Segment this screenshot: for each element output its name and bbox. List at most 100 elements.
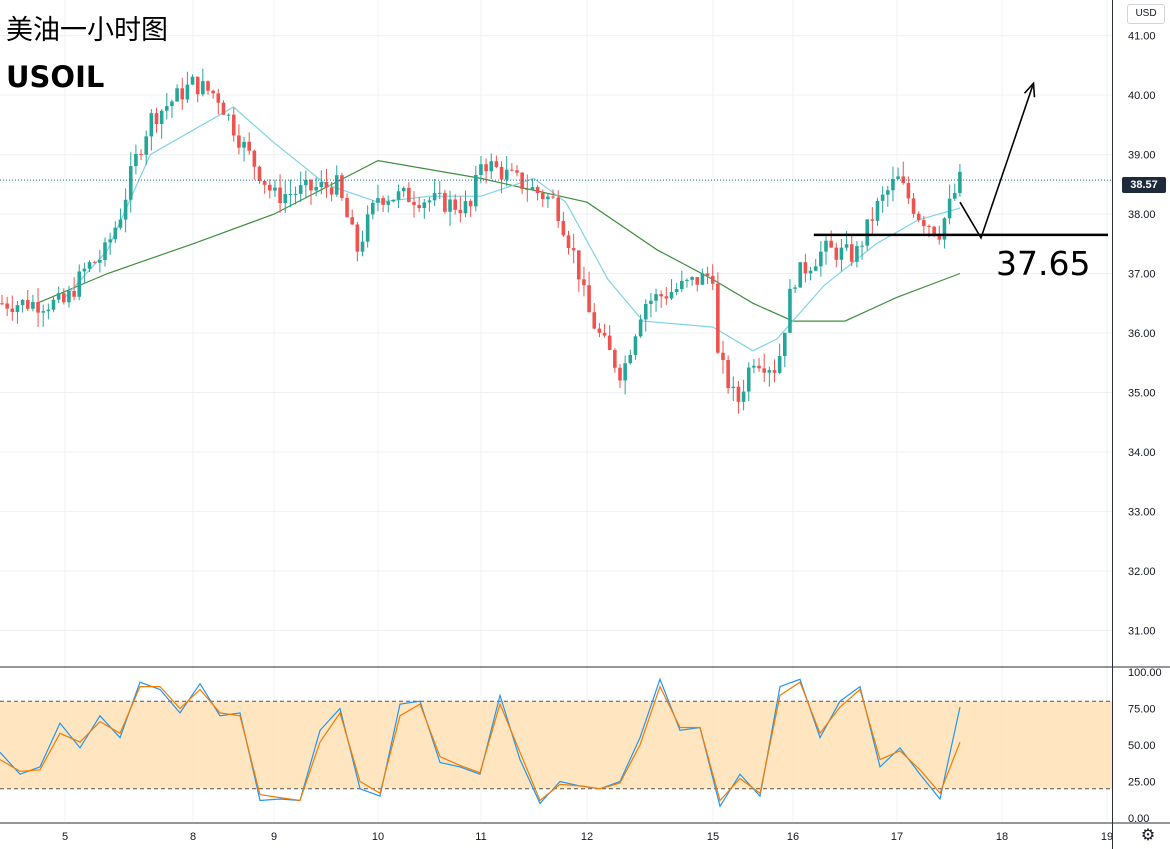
stochastic-band <box>0 700 1112 790</box>
candle-body <box>432 193 437 201</box>
candle-body <box>195 76 200 95</box>
candle-body <box>46 309 51 312</box>
candle-body <box>556 197 560 221</box>
candle-body <box>180 88 185 100</box>
candle-body <box>716 283 720 353</box>
candle-body <box>329 187 334 195</box>
candle-body <box>602 332 607 336</box>
candle-body <box>772 370 777 373</box>
candle-body <box>401 187 406 192</box>
candle-body <box>175 88 179 102</box>
candle-body <box>947 198 952 219</box>
candle-body <box>443 192 447 212</box>
price-tick-label: 35.00 <box>1128 387 1156 399</box>
annotation-layer <box>0 81 1112 240</box>
candle-body <box>808 270 813 274</box>
candle-body <box>144 136 148 155</box>
candle-body <box>334 175 339 195</box>
candle-body <box>736 386 741 402</box>
candle-body <box>273 187 277 191</box>
candle-body <box>479 164 483 175</box>
candle-body <box>154 113 159 125</box>
candle-body <box>237 135 241 148</box>
candle-body <box>201 81 205 95</box>
grid <box>0 0 1112 822</box>
candle-body <box>314 187 318 191</box>
candle-body <box>10 308 15 313</box>
candle-body <box>25 299 30 309</box>
candle-body <box>906 183 911 199</box>
candle-body <box>499 166 504 180</box>
candle-body <box>98 259 102 263</box>
candle-body <box>638 319 643 337</box>
candle-body <box>788 288 792 333</box>
candle-body <box>190 76 195 85</box>
candle-body <box>834 247 839 260</box>
candle-body <box>262 180 267 185</box>
chart-title: 美油一小时图 <box>6 15 168 46</box>
candle-body <box>211 90 215 94</box>
candle-body <box>386 201 391 205</box>
candle-body <box>865 219 869 246</box>
candle-body <box>0 303 4 305</box>
candle-body <box>927 225 931 227</box>
candle-body <box>165 106 169 111</box>
candle-body <box>324 182 329 188</box>
candle-body <box>705 273 710 276</box>
candle-body <box>561 220 566 236</box>
candle-body <box>257 166 262 181</box>
candle-body <box>726 359 730 389</box>
candle-body <box>51 299 56 310</box>
candle-body <box>56 293 61 300</box>
stoch-tick-label: 50.00 <box>1128 740 1156 752</box>
candle-body <box>319 182 324 188</box>
price-tick-label: 38.00 <box>1128 209 1156 221</box>
candle-body <box>767 370 772 373</box>
candle-body <box>381 198 385 205</box>
candle-body <box>170 101 174 107</box>
candle-body <box>185 84 190 100</box>
price-tick-label: 41.00 <box>1128 31 1156 43</box>
stoch-d-line <box>0 681 961 802</box>
candle-body <box>525 188 530 190</box>
candle-body <box>628 354 633 364</box>
candle-body <box>407 187 411 202</box>
candle-body <box>417 204 421 209</box>
ma-slow-line <box>36 159 961 322</box>
candle-body <box>922 220 926 226</box>
candle-body <box>427 200 432 203</box>
candle-body <box>231 114 236 136</box>
candle-body <box>891 178 895 191</box>
candle-body <box>695 277 700 285</box>
candle-body <box>489 161 494 172</box>
candle-body <box>422 202 427 209</box>
candle-body <box>484 164 488 172</box>
candle-body <box>123 199 128 220</box>
candle-body <box>36 302 40 313</box>
candle-body <box>82 268 87 272</box>
candle-body <box>911 198 916 214</box>
candle-body <box>226 114 231 116</box>
settings-gear-icon[interactable]: ⚙ <box>1140 827 1156 844</box>
candle-body <box>77 271 82 297</box>
candle-body <box>252 150 257 167</box>
candle-body <box>690 277 694 280</box>
candle-body <box>309 179 313 191</box>
price-tick-label: 31.00 <box>1128 625 1156 637</box>
candle-body <box>546 196 550 200</box>
candle-body <box>685 279 689 281</box>
candle-body <box>118 219 123 228</box>
candle-body <box>510 169 514 171</box>
candle-body <box>952 193 957 199</box>
price-tick-label: 36.00 <box>1128 328 1156 340</box>
candle-body <box>298 185 303 194</box>
candle-body <box>813 266 818 271</box>
candle-body <box>128 166 133 200</box>
candle-body <box>15 305 20 313</box>
date-tick-label: 15 <box>707 831 719 843</box>
candle-body <box>746 367 751 392</box>
candle-body <box>680 280 684 290</box>
currency-button[interactable]: USD <box>1127 4 1165 24</box>
candle-body <box>350 217 354 225</box>
date-tick-label: 11 <box>475 831 486 843</box>
